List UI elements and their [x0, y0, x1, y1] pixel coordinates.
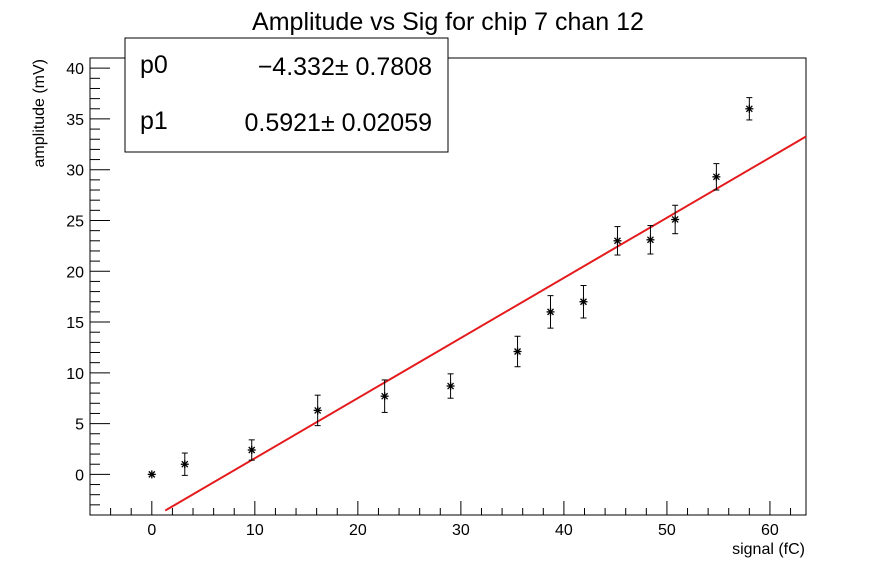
- x-tick-label: 10: [246, 522, 264, 539]
- x-tick-label: 50: [658, 522, 676, 539]
- data-point: [745, 97, 754, 121]
- data-point: [247, 439, 256, 461]
- stat-p0-value: −4.332± 0.7808: [258, 53, 432, 81]
- data-point: [712, 163, 721, 191]
- x-tick-label: 60: [761, 522, 779, 539]
- data-point: [180, 452, 189, 476]
- x-tick-label: 30: [452, 522, 470, 539]
- y-tick-label: 15: [66, 315, 84, 332]
- stat-p1-name: p1: [140, 107, 168, 135]
- y-axis-label: amplitude (mV): [31, 59, 48, 167]
- x-tick-label: 20: [349, 522, 367, 539]
- y-tick-label: 10: [66, 366, 84, 383]
- y-tick-label: 5: [75, 417, 84, 434]
- data-point: [579, 284, 588, 319]
- y-tick-label: 40: [66, 61, 84, 78]
- y-tick-label: 35: [66, 112, 84, 129]
- data-point: [313, 394, 322, 427]
- x-tick-label: 40: [555, 522, 573, 539]
- x-tick-label: 0: [147, 522, 156, 539]
- data-point: [513, 335, 522, 368]
- data-points: [147, 97, 754, 479]
- stat-p0-name: p0: [140, 51, 168, 79]
- stat-p1-value: 0.5921± 0.02059: [245, 109, 433, 137]
- x-axis-label: signal (fC): [732, 541, 805, 558]
- data-point: [147, 470, 156, 479]
- data-point: [646, 225, 655, 255]
- y-tick-label: 20: [66, 264, 84, 281]
- data-point: [671, 204, 680, 235]
- data-point: [546, 295, 555, 329]
- stats-box: p0 −4.332± 0.7808 p1 0.5921± 0.02059: [124, 37, 449, 153]
- y-tick-label: 30: [66, 163, 84, 180]
- axes: 0 10 20 30 40 50 60 0 5 10 15 20 25 30 35 40: [66, 57, 792, 539]
- data-point: [446, 373, 455, 399]
- y-tick-label: 25: [66, 213, 84, 230]
- data-point: [613, 226, 622, 256]
- chart-title: Amplitude vs Sig for chip 7 chan 12: [252, 8, 644, 36]
- data-point: [380, 379, 389, 413]
- fit-line: [164, 135, 807, 512]
- y-tick-label: 0: [75, 467, 84, 484]
